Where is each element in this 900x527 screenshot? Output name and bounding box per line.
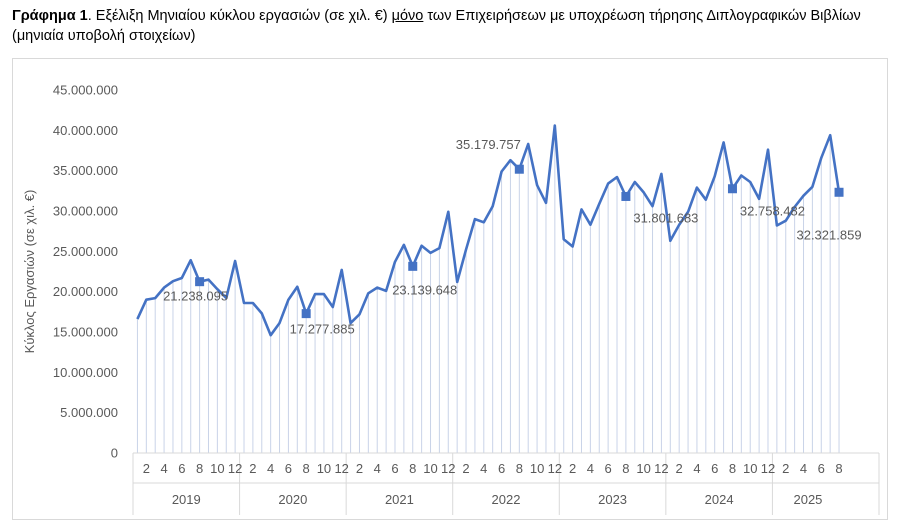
data-label: 21.238.095	[163, 289, 228, 304]
x-month-tick-label: 10	[317, 461, 331, 476]
x-year-label: 2022	[492, 492, 521, 507]
data-label: 32.758.482	[740, 204, 805, 219]
series-line	[136, 124, 841, 337]
x-month-tick-label: 10	[636, 461, 650, 476]
data-label: 35.179.757	[456, 137, 521, 152]
x-month-tick-label: 2	[356, 461, 363, 476]
x-month-tick-label: 8	[303, 461, 310, 476]
x-month-tick-label: 4	[160, 461, 167, 476]
data-label: 31.801.683	[633, 210, 698, 225]
x-month-tick-label: 8	[835, 461, 842, 476]
y-tick-label: 15.000.000	[53, 325, 118, 340]
data-label: 23.139.648	[392, 282, 457, 297]
caption-text-2: των Επιχειρήσεων με υποχρέωση τήρησης Δι…	[12, 8, 861, 44]
x-month-tick-label: 6	[711, 461, 718, 476]
highlight-marker	[408, 261, 418, 271]
x-month-tick-label: 4	[374, 461, 381, 476]
chart-frame	[12, 58, 888, 520]
x-month-tick-label: 8	[622, 461, 629, 476]
y-axis-label-group: Κύκλος Εργασιών (σε χιλ. €)	[22, 190, 37, 354]
x-month-tick-label: 2	[462, 461, 469, 476]
x-month-tick-label: 10	[743, 461, 757, 476]
highlight-marker	[727, 184, 737, 194]
y-tick-label: 20.000.000	[53, 284, 118, 299]
x-month-tick-label: 8	[409, 461, 416, 476]
highlight-marker	[514, 164, 524, 174]
highlight-marker	[621, 191, 631, 201]
caption-underlined-word: μόνο	[391, 8, 424, 24]
x-month-tick-label: 2	[249, 461, 256, 476]
x-month-tick-label: 10	[423, 461, 437, 476]
y-tick-label: 10.000.000	[53, 365, 118, 380]
x-month-tick-label: 2	[143, 461, 150, 476]
x-month-tick-label: 12	[548, 461, 562, 476]
highlight-marker	[834, 187, 844, 197]
x-month-tick-label: 4	[587, 461, 594, 476]
x-tick-labels: 2 4 6 8 10 12 2 4 6 8 10 12 2 4 6 8 10 12 2 4 6 8 10 12 2 4 6 8 10 12…	[143, 461, 843, 507]
x-month-tick-label: 6	[391, 461, 398, 476]
data-label: 17.277.885	[290, 322, 355, 337]
x-month-tick-label: 4	[267, 461, 274, 476]
data-labels: 21.238.095 17.277.885 23.139.648 35.179.757…	[163, 137, 862, 336]
x-month-tick-label: 8	[516, 461, 523, 476]
x-month-tick-label: 6	[178, 461, 185, 476]
x-month-tick-label: 12	[761, 461, 775, 476]
x-year-label: 2024	[705, 492, 734, 507]
highlight-marker	[195, 277, 205, 287]
x-year-label: 2025	[793, 492, 822, 507]
caption-figure-number: Γράφημα 1	[12, 8, 88, 24]
y-tick-label: 40.000.000	[53, 123, 118, 138]
x-month-tick-label: 10	[530, 461, 544, 476]
x-month-tick-label: 6	[605, 461, 612, 476]
chart-caption: Γράφημα 1. Εξέλιξη Μηνιαίου κύκλου εργασ…	[12, 6, 892, 46]
x-month-tick-label: 12	[334, 461, 348, 476]
y-tick-label: 35.000.000	[53, 163, 118, 178]
x-month-tick-label: 8	[729, 461, 736, 476]
y-tick-label: 45.000.000	[53, 83, 118, 98]
x-month-tick-label: 6	[285, 461, 292, 476]
data-label: 32.321.859	[796, 227, 861, 242]
x-month-tick-label: 6	[498, 461, 505, 476]
x-month-tick-label: 4	[480, 461, 487, 476]
highlight-markers	[195, 164, 844, 319]
x-month-tick-label: 12	[441, 461, 455, 476]
axes	[132, 452, 880, 515]
x-month-tick-label: 4	[693, 461, 700, 476]
highlight-marker	[301, 309, 311, 319]
x-month-tick-label: 4	[800, 461, 807, 476]
x-month-tick-label: 2	[782, 461, 789, 476]
series-group	[136, 124, 841, 337]
y-axis-title: Κύκλος Εργασιών (σε χιλ. €)	[22, 190, 37, 354]
x-month-tick-label: 2	[676, 461, 683, 476]
y-tick-label: 0	[111, 446, 118, 461]
y-tick-label: 5.000.000	[60, 405, 118, 420]
x-month-tick-label: 8	[196, 461, 203, 476]
y-tick-labels: 0 5.000.000 10.000.000 15.000.000 20.000.000…	[53, 83, 118, 461]
drop-lines	[136, 125, 840, 453]
x-year-label: 2023	[598, 492, 627, 507]
x-year-label: 2020	[278, 492, 307, 507]
x-month-tick-label: 2	[569, 461, 576, 476]
x-month-tick-label: 12	[228, 461, 242, 476]
caption-text-1: . Εξέλιξη Μηνιαίου κύκλου εργασιών (σε χ…	[87, 8, 392, 24]
y-tick-label: 25.000.000	[53, 244, 118, 259]
y-tick-label: 30.000.000	[53, 204, 118, 219]
x-month-tick-label: 6	[818, 461, 825, 476]
x-year-label: 2019	[172, 492, 201, 507]
x-year-label: 2021	[385, 492, 414, 507]
x-month-tick-label: 10	[210, 461, 224, 476]
x-month-tick-label: 12	[654, 461, 668, 476]
